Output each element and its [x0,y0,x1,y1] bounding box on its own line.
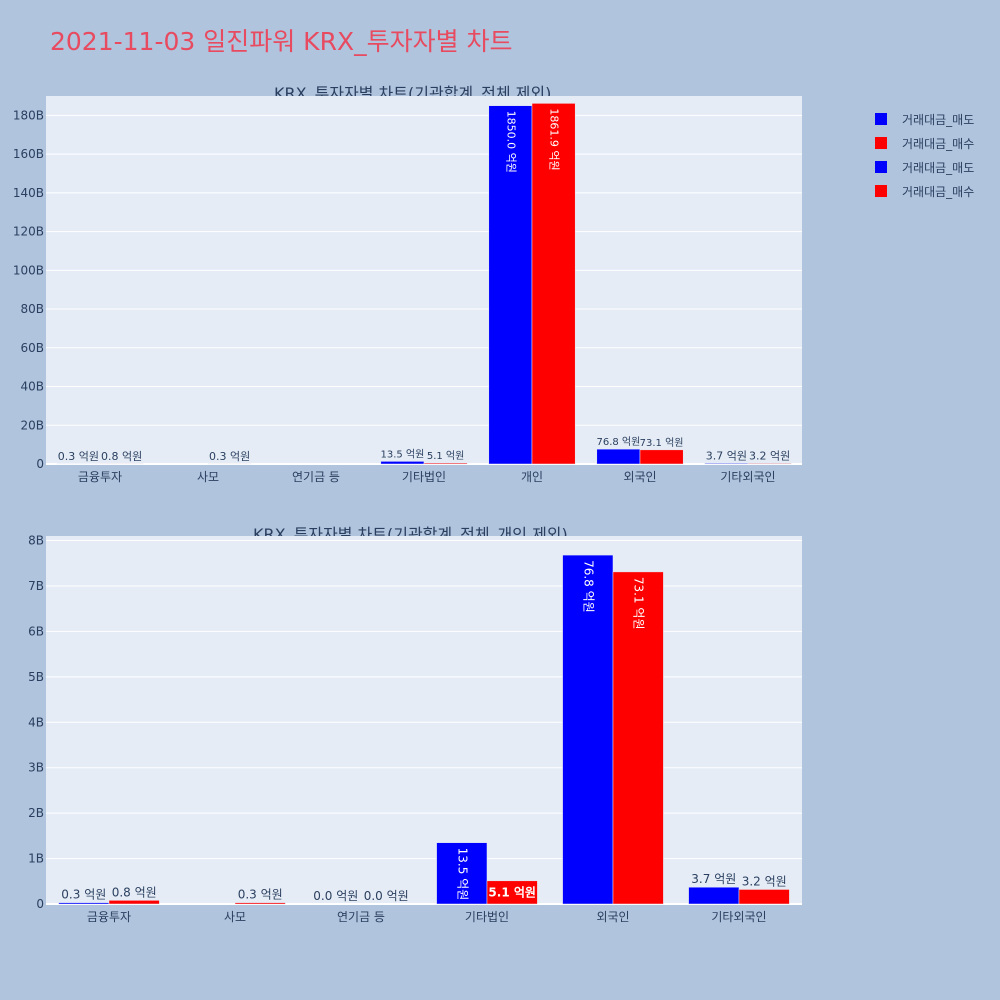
x-tick-label: 사모 [197,470,219,484]
y-tick-label: 160B [13,147,44,161]
data-label: 76.8 억원 [596,436,640,448]
x-tick-label: 개인 [521,470,543,484]
y-tick-label: 100B [13,263,44,277]
legend-item[interactable]: 거래대금_매수 [875,131,974,155]
x-tick-label: 기타법인 [402,470,446,484]
x-tick-label: 기타외국인 [720,470,775,484]
bar[interactable] [531,103,576,465]
data-label: 5.1 억원 [427,450,464,462]
x-tick-label: 연기금 등 [292,470,340,484]
y-tick-label: 140B [13,186,44,200]
legend[interactable]: 거래대금_매도 거래대금_매수 거래대금_매도 거래대금_매수 [875,107,974,203]
legend-swatch [875,185,887,197]
data-label: 0.8 억원 [101,450,142,463]
y-tick-label: 180B [13,108,44,122]
legend-item[interactable]: 거래대금_매도 [875,107,974,131]
legend-label: 거래대금_매수 [902,184,975,199]
legend-swatch [875,161,887,173]
y-tick-label: 80B [20,302,44,316]
data-label: 3.2 억원 [749,449,790,462]
bar[interactable] [596,448,641,465]
data-label: 1850.0 억원 [504,111,517,173]
legend-swatch [875,113,887,125]
data-label: 13.5 억원 [380,448,424,460]
data-label: 1861.9 억원 [548,108,561,170]
bar[interactable] [488,105,533,465]
bar[interactable] [747,463,792,465]
page-title: 2021-11-03 일진파워 KRX_투자자별 차트 [50,27,513,56]
bar[interactable] [704,463,749,465]
legend-label: 거래대금_매도 [902,160,975,175]
legend-item[interactable]: 거래대금_매수 [875,179,974,203]
data-label: 0.3 억원 [58,450,99,463]
x-tick-label: 금융투자 [78,470,122,484]
legend-label: 거래대금_매도 [902,112,975,127]
y-tick-label: 60B [20,341,44,355]
data-label: 73.1 억원 [640,437,684,449]
bar[interactable] [423,462,468,465]
data-label: 3.7 억원 [706,449,747,462]
bar[interactable] [380,461,425,465]
legend-item[interactable]: 거래대금_매도 [875,155,974,179]
plot-area [46,96,802,464]
y-tick-label: 40B [20,380,44,394]
legend-label: 거래대금_매수 [902,136,975,151]
y-tick-label: 0 [36,457,44,471]
legend-swatch [875,137,887,149]
x-tick-label: 외국인 [623,470,656,484]
y-tick-label: 20B [20,418,44,432]
y-tick-label: 120B [13,225,44,239]
data-label: 0.3 억원 [209,450,250,463]
bar[interactable] [639,449,684,465]
